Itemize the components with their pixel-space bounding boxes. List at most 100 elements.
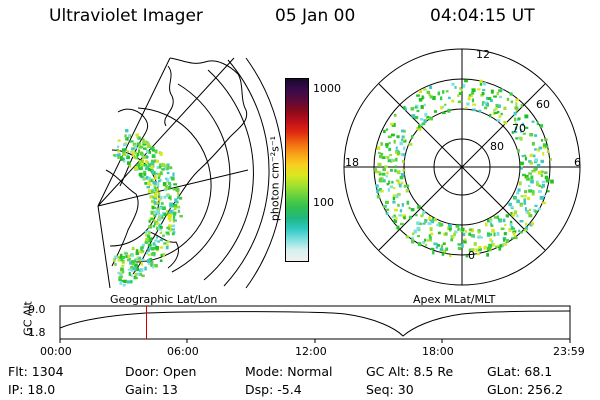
aurora-pixel — [133, 156, 137, 159]
aurora-pixel — [120, 267, 124, 272]
aurora-pixel — [149, 258, 153, 262]
aurora-pixel — [150, 252, 155, 256]
aurora-pixel — [495, 245, 499, 249]
aurora-pixel — [172, 215, 176, 220]
colorbar-tick-100: 100 — [313, 196, 334, 209]
aurora-pixel — [464, 106, 468, 109]
aurora-pixel — [512, 232, 516, 236]
gc-altitude: GC Alt: 8.5 Re — [366, 364, 454, 379]
aurora-pixel — [138, 250, 141, 254]
aurora-pixel — [166, 171, 170, 175]
aurora-pixel — [480, 93, 484, 97]
aurora-pixel — [138, 159, 142, 163]
aurora-pixel — [398, 214, 402, 217]
aurora-pixel — [376, 194, 381, 199]
aurora-pixel — [151, 154, 155, 157]
aurora-pixel — [510, 205, 514, 209]
aurora-pixel — [425, 218, 428, 222]
aurora-pixel — [179, 214, 183, 218]
aurora-pixel — [500, 112, 503, 116]
aurora-pixel — [519, 231, 523, 234]
aurora-pixel — [428, 93, 431, 96]
aurora-pixel — [509, 92, 513, 96]
aurora-pixel — [117, 145, 120, 149]
aurora-pixel — [497, 218, 501, 221]
aurora-pixel — [148, 183, 152, 186]
aurora-pixel — [477, 248, 482, 252]
aurora-pixel — [157, 173, 161, 177]
aurora-pixel — [151, 169, 155, 174]
aurora-pixel — [514, 122, 518, 125]
aurora-pixel — [444, 232, 448, 236]
aurora-pixel — [125, 137, 128, 141]
aurora-pixel — [148, 167, 152, 171]
aurora-pixel — [145, 155, 148, 159]
aurora-pixel — [174, 198, 178, 203]
aurora-pixel — [524, 174, 529, 179]
aurora-pixel — [154, 150, 158, 154]
aurora-pixel — [426, 239, 430, 242]
aurora-pixel — [451, 82, 455, 86]
aurora-pixel — [513, 210, 518, 215]
aurora-pixel — [114, 263, 117, 266]
aurora-pixel — [117, 139, 121, 142]
aurora-pixel — [429, 117, 434, 121]
aurora-pixel — [400, 181, 404, 185]
aurora-pixel — [432, 217, 435, 222]
aurora-pixel — [529, 161, 533, 165]
aurora-pixel — [134, 273, 137, 277]
aurora-pixel — [385, 212, 389, 215]
aurora-pixel — [171, 232, 175, 236]
aurora-pixel — [502, 236, 507, 240]
aurora-pixel — [151, 206, 155, 210]
aurora-pixel — [166, 240, 171, 243]
aurora-pixel — [427, 222, 432, 225]
aurora-pixel — [128, 163, 132, 168]
aurora-pixel — [378, 154, 383, 159]
aurora-pixel — [140, 261, 143, 266]
aurora-pixel — [513, 117, 517, 122]
altitude-ticks — [59, 339, 571, 343]
aurora-pixel — [424, 243, 428, 247]
aurora-pixel — [141, 163, 145, 167]
aurora-pixel — [515, 109, 518, 112]
aurora-pixel — [139, 145, 144, 148]
aurora-pixel — [164, 184, 168, 188]
aurora-pixel — [418, 125, 421, 129]
aurora-pixel — [130, 260, 134, 264]
aurora-pixel — [403, 138, 406, 141]
aurora-pixel — [545, 179, 550, 183]
aurora-pixel — [488, 243, 493, 248]
aurora-pixel — [169, 209, 173, 214]
aurora-pixel — [119, 253, 123, 257]
aurora-pixel — [152, 149, 155, 152]
aurora-pixel — [411, 114, 416, 118]
aurora-pixel — [165, 245, 169, 250]
aurora-pixel — [439, 96, 443, 101]
aurora-pixel — [155, 159, 160, 163]
aurora-pixel — [140, 258, 145, 262]
aurora-pixel — [390, 133, 395, 137]
aurora-pixel — [131, 246, 135, 251]
aurora-pixel — [444, 103, 447, 106]
aurora-pixel — [518, 181, 522, 186]
aurora-pixel — [531, 191, 535, 196]
aurora-pixel — [149, 246, 152, 250]
aurora-pixel — [178, 196, 183, 200]
aurora-pixel — [143, 173, 147, 176]
aurora-pixel — [485, 103, 489, 107]
aurora-pixel — [408, 143, 413, 146]
aurora-pixel — [417, 242, 422, 247]
aurora-pixel — [519, 136, 523, 141]
aurora-pixel — [429, 238, 433, 242]
aurora-pixel — [131, 148, 135, 151]
aurora-pixel — [520, 195, 524, 198]
aurora-pixel — [537, 148, 540, 152]
aurora-pixel — [471, 92, 475, 95]
aurora-pixel — [126, 137, 129, 141]
aurora-pixel — [140, 166, 143, 171]
aurora-pixel — [410, 107, 415, 111]
aurora-pixel — [516, 199, 520, 204]
aurora-pixel — [162, 182, 167, 186]
